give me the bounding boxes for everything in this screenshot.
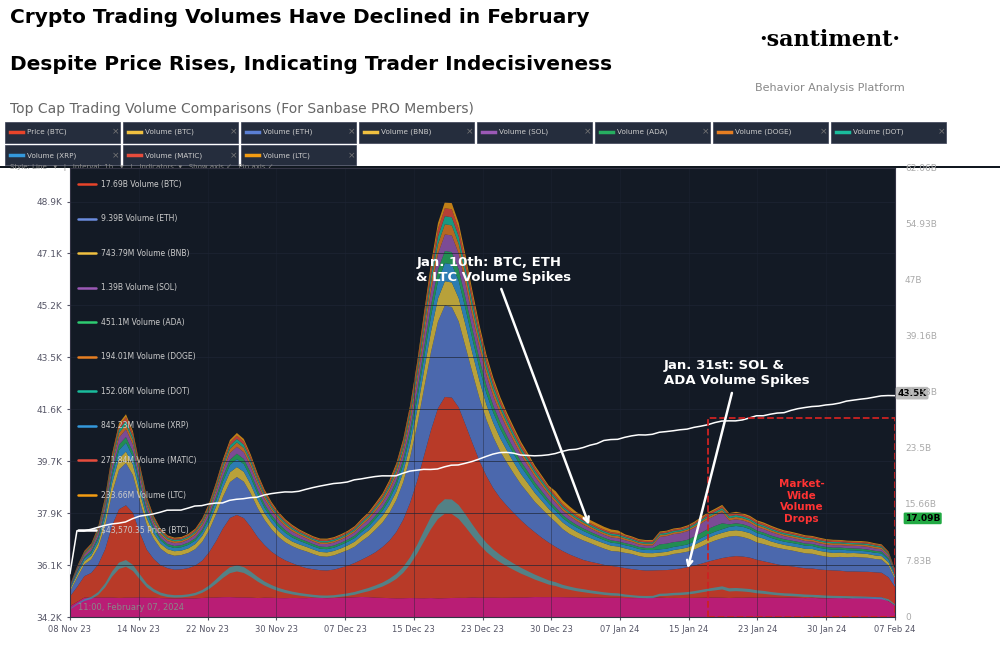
- Text: 39.16B: 39.16B: [905, 332, 937, 341]
- Text: ×: ×: [938, 127, 946, 137]
- Text: 62.06B: 62.06B: [905, 164, 937, 173]
- Bar: [241, 122, 356, 143]
- Text: Volume (XRP): Volume (XRP): [27, 152, 76, 158]
- Text: ×: ×: [112, 151, 120, 160]
- Text: Top Cap Trading Volume Comparisons (For Sanbase PRO Members): Top Cap Trading Volume Comparisons (For …: [10, 102, 474, 116]
- Text: 17.69B Volume (BTC): 17.69B Volume (BTC): [101, 180, 182, 189]
- Bar: [123, 122, 238, 143]
- Bar: [477, 122, 592, 143]
- Bar: [123, 145, 238, 166]
- Text: 271.84M Volume (MATIC): 271.84M Volume (MATIC): [101, 456, 197, 465]
- Text: Volume (ETH): Volume (ETH): [263, 129, 312, 135]
- Text: Volume (BTC): Volume (BTC): [145, 129, 194, 135]
- Text: 845.23M Volume (XRP): 845.23M Volume (XRP): [101, 422, 189, 430]
- Bar: [708, 418, 895, 617]
- Text: Style: Line   ▾   |   Interval: 1h   ▾   |   Indicators: ▾   Show axis ✓   Pin a: Style: Line ▾ | Interval: 1h ▾ | Indicat…: [10, 164, 274, 170]
- Text: Jan. 10th: BTC, ETH
& LTC Volume Spikes: Jan. 10th: BTC, ETH & LTC Volume Spikes: [416, 255, 589, 522]
- Bar: [595, 122, 710, 143]
- Text: Volume (BNB): Volume (BNB): [381, 129, 431, 135]
- Text: 451.1M Volume (ADA): 451.1M Volume (ADA): [101, 317, 185, 327]
- Text: 1.39B Volume (SOL): 1.39B Volume (SOL): [101, 283, 177, 292]
- Text: $43,570.35 Price (BTC): $43,570.35 Price (BTC): [101, 525, 189, 534]
- Text: Volume (DOT): Volume (DOT): [853, 129, 904, 135]
- Text: Volume (LTC): Volume (LTC): [263, 152, 310, 158]
- Text: ×: ×: [348, 151, 356, 160]
- Bar: [5, 145, 120, 166]
- Text: 17.09B: 17.09B: [905, 514, 940, 523]
- Text: ×: ×: [820, 127, 828, 137]
- Text: Volume (SOL): Volume (SOL): [499, 129, 548, 135]
- Text: 7.83B: 7.83B: [905, 556, 931, 566]
- Text: Market-
Wide
Volume
Drops: Market- Wide Volume Drops: [779, 479, 824, 524]
- Text: 11:00, February 07, 2024: 11:00, February 07, 2024: [78, 603, 184, 612]
- Text: 0: 0: [905, 612, 911, 622]
- Text: ×: ×: [230, 127, 238, 137]
- Text: Volume (DOGE): Volume (DOGE): [735, 129, 791, 135]
- Text: 194.01M Volume (DOGE): 194.01M Volume (DOGE): [101, 352, 196, 361]
- Text: ×: ×: [702, 127, 710, 137]
- Bar: [359, 122, 474, 143]
- Text: 152.06M Volume (DOT): 152.06M Volume (DOT): [101, 387, 190, 396]
- Bar: [831, 122, 946, 143]
- Text: 31.33B: 31.33B: [905, 388, 937, 397]
- Text: Despite Price Rises, Indicating Trader Indecisiveness: Despite Price Rises, Indicating Trader I…: [10, 55, 612, 74]
- Text: ×: ×: [230, 151, 238, 160]
- Text: 233.66M Volume (LTC): 233.66M Volume (LTC): [101, 490, 186, 500]
- Text: 54.93B: 54.93B: [905, 220, 937, 229]
- Text: 15.66B: 15.66B: [905, 500, 937, 510]
- Text: 23.5B: 23.5B: [905, 444, 931, 453]
- Text: ×: ×: [584, 127, 592, 137]
- Text: 47B: 47B: [905, 276, 922, 285]
- Text: ·santiment·: ·santiment·: [760, 28, 900, 51]
- Text: Behavior Analysis Platform: Behavior Analysis Platform: [755, 83, 905, 93]
- Text: Price (BTC): Price (BTC): [27, 129, 67, 135]
- Text: Volume (MATIC): Volume (MATIC): [145, 152, 202, 158]
- Text: 743.79M Volume (BNB): 743.79M Volume (BNB): [101, 249, 190, 257]
- Text: 9.39B Volume (ETH): 9.39B Volume (ETH): [101, 214, 178, 223]
- Text: Jan. 31st: SOL &
ADA Volume Spikes: Jan. 31st: SOL & ADA Volume Spikes: [664, 360, 810, 566]
- Text: ×: ×: [348, 127, 356, 137]
- Text: ×: ×: [112, 127, 120, 137]
- Text: 43.5K: 43.5K: [897, 389, 927, 398]
- Text: ×: ×: [466, 127, 474, 137]
- Text: Crypto Trading Volumes Have Declined in February: Crypto Trading Volumes Have Declined in …: [10, 9, 590, 27]
- Bar: [0, 166, 1000, 168]
- Text: Volume (ADA): Volume (ADA): [617, 129, 667, 135]
- Bar: [713, 122, 828, 143]
- Bar: [241, 145, 356, 166]
- Bar: [5, 122, 120, 143]
